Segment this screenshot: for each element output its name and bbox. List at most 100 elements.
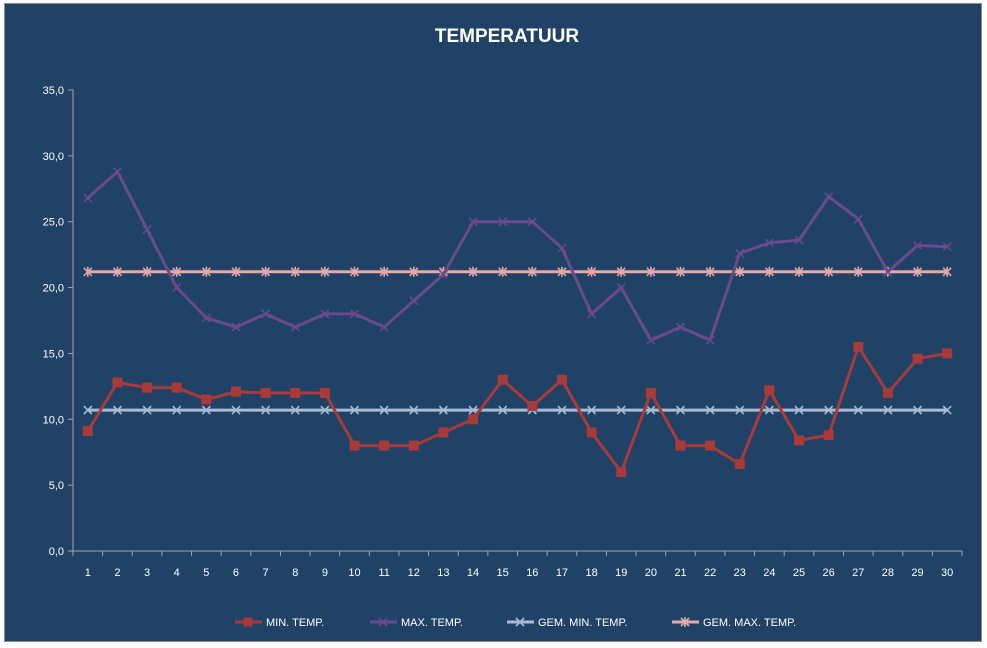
data-point-stroke (349, 266, 360, 277)
data-point-stroke (735, 248, 745, 258)
data-point-stroke (498, 405, 508, 415)
data-point-stroke (587, 405, 597, 415)
x-tick-label: 11 (378, 567, 389, 579)
data-point-stroke (468, 266, 478, 277)
data-point (379, 322, 389, 332)
x-tick-label: 13 (437, 567, 449, 579)
x-tick-label: 3 (144, 567, 150, 579)
data-point (705, 405, 715, 415)
data-point (646, 405, 656, 415)
data-point-stroke (201, 266, 211, 277)
data-point (497, 374, 508, 385)
data-point (794, 405, 804, 415)
x-tick-label: 19 (615, 567, 627, 579)
data-point (882, 387, 893, 398)
data-point-stroke (172, 405, 182, 415)
x-tick-label: 20 (645, 567, 657, 579)
data-point-stroke (231, 266, 241, 277)
data-point (645, 387, 656, 398)
y-tick-label: 5,0 (49, 480, 64, 492)
data-point (912, 266, 923, 277)
data-point-stroke (883, 405, 893, 415)
series-layer (82, 167, 953, 477)
data-point-stroke (468, 405, 478, 415)
series-line (86, 170, 948, 342)
data-point-stroke (794, 266, 804, 277)
data-point-stroke (912, 266, 923, 277)
data-point-stroke (290, 322, 300, 332)
data-point (942, 348, 953, 359)
data-point-stroke (498, 266, 508, 277)
data-point-stroke (912, 405, 923, 415)
data-point-stroke (705, 405, 715, 415)
data-point-stroke (83, 266, 93, 277)
data-point (468, 266, 478, 277)
data-point-stroke (646, 266, 656, 277)
x-tick-label: 28 (882, 567, 894, 579)
data-point-stroke (824, 192, 834, 202)
data-point (675, 405, 686, 415)
data-point (409, 266, 419, 277)
data-point-stroke (290, 405, 300, 415)
data-point (527, 266, 537, 277)
data-point (379, 440, 390, 451)
data-point (587, 309, 597, 319)
legend-label: GEM. MIN. TEMP. (538, 617, 627, 629)
data-point-stroke (290, 266, 300, 277)
x-tick-label: 5 (203, 567, 209, 579)
data-point (764, 405, 774, 415)
data-point-stroke (201, 405, 211, 415)
data-point-stroke (587, 309, 597, 319)
x-tick-label: 14 (467, 567, 479, 579)
x-tick-label: 16 (526, 567, 538, 579)
data-point (853, 214, 863, 224)
data-point (586, 427, 597, 438)
data-point-stroke (675, 405, 686, 415)
data-point (853, 266, 863, 277)
data-point-stroke (112, 405, 123, 415)
data-point-stroke (646, 405, 656, 415)
data-point (498, 405, 508, 415)
data-point-stroke (172, 266, 182, 277)
data-point (587, 266, 597, 277)
data-point (764, 385, 775, 396)
data-point (290, 266, 300, 277)
data-point (468, 405, 478, 415)
data-point (319, 387, 330, 398)
data-point (231, 266, 241, 277)
data-point (172, 283, 182, 293)
data-point-stroke (261, 309, 271, 319)
data-point (290, 322, 300, 332)
series-2 (83, 405, 952, 415)
data-point (112, 377, 123, 388)
data-point (675, 440, 686, 451)
data-point (853, 341, 864, 352)
legend-marker-stroke (680, 617, 690, 627)
data-point (735, 405, 745, 415)
data-point-stroke (379, 322, 389, 332)
data-point-stroke (853, 405, 863, 415)
data-point-stroke (261, 266, 271, 277)
data-point-stroke (468, 217, 478, 227)
data-point (142, 266, 152, 277)
data-point (557, 266, 567, 277)
data-point-stroke (675, 266, 686, 277)
data-point-stroke (883, 267, 893, 277)
data-point-stroke (557, 266, 567, 277)
data-point-stroke (83, 405, 93, 415)
data-point (498, 266, 508, 277)
data-point (379, 405, 389, 415)
data-point (201, 405, 211, 415)
data-point (883, 405, 893, 415)
data-point (616, 283, 626, 293)
data-point-stroke (557, 405, 567, 415)
data-point (408, 440, 419, 451)
data-point (231, 405, 241, 415)
data-point-stroke (112, 167, 123, 177)
data-point (824, 405, 834, 415)
data-point (409, 405, 419, 415)
data-point (438, 269, 448, 279)
data-point (438, 427, 449, 438)
data-point (912, 353, 923, 364)
